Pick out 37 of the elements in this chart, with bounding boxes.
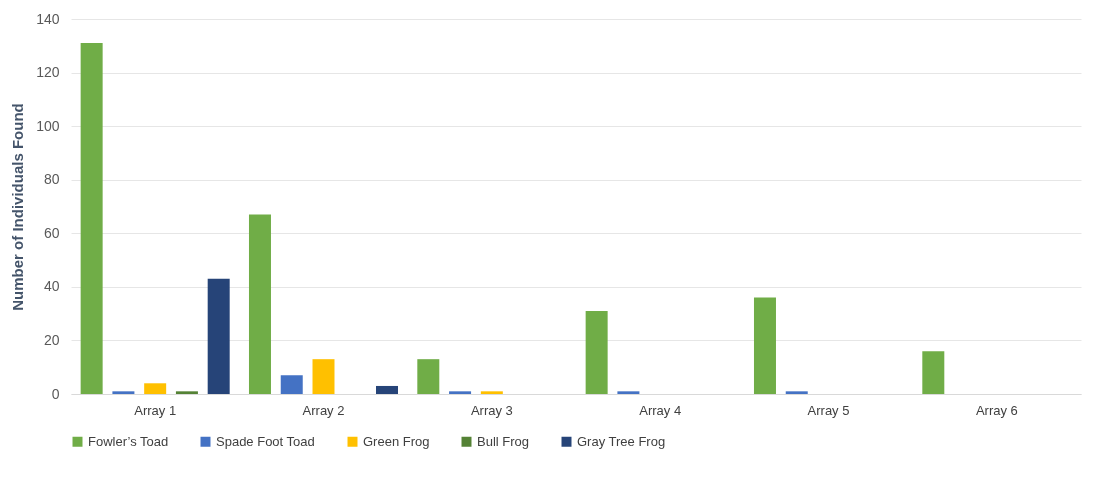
y-tick-label: 140 [36, 10, 60, 27]
bar [785, 391, 808, 394]
bar [207, 278, 230, 394]
bar [417, 359, 440, 394]
legend-label: Bull Frog [477, 433, 530, 449]
bar [480, 391, 503, 394]
y-tick-label: 80 [43, 171, 60, 188]
legend-label: Gray Tree Frog [577, 433, 666, 449]
bar [80, 43, 103, 394]
x-tick-label: Array 5 [807, 402, 850, 418]
y-tick-label: 40 [43, 278, 60, 295]
y-axis-title: Number of Individuals Found [9, 103, 27, 311]
bar [922, 351, 945, 394]
bar [248, 214, 271, 394]
y-tick-label: 60 [43, 224, 60, 241]
y-tick-label: 20 [43, 331, 60, 348]
x-tick-label: Array 1 [134, 402, 177, 418]
bar [144, 383, 167, 394]
x-tick-label: Array 3 [470, 402, 513, 418]
x-tick-label: Array 6 [975, 402, 1018, 418]
bar [280, 375, 303, 394]
bar [175, 391, 198, 394]
y-tick-label: 120 [36, 64, 60, 81]
y-tick-label: 100 [36, 117, 60, 134]
bar [617, 391, 640, 394]
bar [376, 385, 399, 394]
bar [585, 310, 608, 394]
x-tick-label: Array 2 [302, 402, 345, 418]
bar [753, 297, 776, 394]
x-tick-label: Array 4 [639, 402, 682, 418]
bar [449, 391, 472, 394]
y-tick-label: 0 [51, 385, 60, 402]
legend-label: Spade Foot Toad [216, 433, 315, 449]
bar [112, 391, 135, 394]
legend-label: Green Frog [363, 433, 430, 449]
legend-label: Fowler’s Toad [88, 433, 169, 449]
bar [312, 359, 335, 394]
